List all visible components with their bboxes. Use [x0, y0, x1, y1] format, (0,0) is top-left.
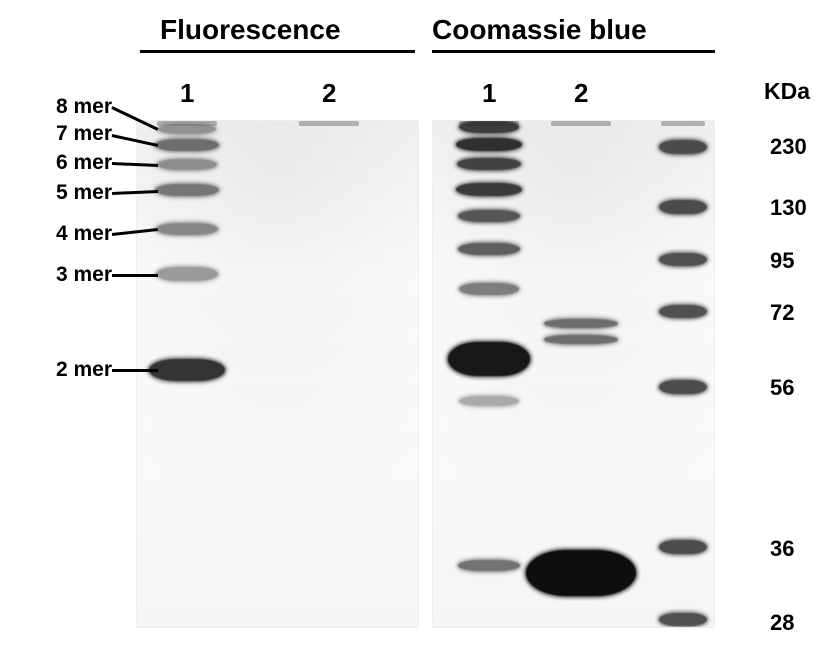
gel-band	[158, 124, 216, 134]
lane-number: 2	[574, 78, 588, 109]
gel-band	[456, 138, 522, 151]
gel-figure: Fluorescence Coomassie blue KDa 1 2 1 2 8 me…	[0, 0, 827, 658]
gel-band	[659, 253, 707, 266]
title-rule-left	[140, 50, 415, 53]
gel-band	[659, 200, 707, 214]
panel-title-coomassie: Coomassie blue	[432, 14, 647, 46]
gel-band	[458, 560, 520, 571]
gel-band	[156, 223, 218, 235]
label-tick	[112, 369, 158, 372]
molecular-weight-label: 230	[770, 134, 807, 160]
lane-number: 1	[482, 78, 496, 109]
panel-title-fluorescence: Fluorescence	[160, 14, 341, 46]
unit-kda: KDa	[764, 78, 810, 105]
oligomer-label: 7 mer	[56, 122, 112, 146]
lane-number: 2	[322, 78, 336, 109]
gel-band	[155, 139, 219, 151]
gel-band	[456, 183, 522, 196]
molecular-weight-label: 28	[770, 610, 794, 636]
molecular-weight-label: 130	[770, 195, 807, 221]
molecular-weight-label: 56	[770, 375, 794, 401]
gel-band	[458, 243, 520, 255]
well-slot	[661, 121, 705, 126]
gel-band	[544, 335, 618, 344]
gel-band	[544, 319, 618, 328]
oligomer-label: 4 mer	[56, 222, 112, 246]
gel-band	[457, 158, 521, 170]
gel-band	[459, 121, 519, 133]
gel-band	[458, 210, 520, 222]
gel-band	[526, 550, 636, 596]
gel-band	[459, 396, 519, 406]
label-tick	[111, 106, 158, 130]
oligomer-label: 5 mer	[56, 181, 112, 205]
gel-band	[659, 380, 707, 394]
gel-band	[659, 305, 707, 318]
gel-band	[659, 140, 707, 154]
well-slot	[299, 121, 359, 126]
title-rule-right	[432, 50, 715, 53]
gel-fluorescence	[136, 120, 419, 628]
gel-coomassie	[432, 120, 715, 628]
label-tick	[112, 274, 158, 277]
well-slot	[551, 121, 611, 126]
molecular-weight-label: 36	[770, 536, 794, 562]
molecular-weight-label: 95	[770, 248, 794, 274]
gel-band	[659, 613, 707, 626]
gel-band	[156, 267, 218, 281]
gel-band	[157, 159, 217, 170]
oligomer-label: 8 mer	[56, 95, 112, 119]
lane-number: 1	[180, 78, 194, 109]
gel-band	[459, 283, 519, 295]
gel-band	[659, 540, 707, 554]
gel-band	[149, 359, 225, 381]
molecular-weight-label: 72	[770, 300, 794, 326]
gel-band	[155, 184, 219, 196]
oligomer-label: 3 mer	[56, 263, 112, 287]
oligomer-label: 6 mer	[56, 151, 112, 175]
gel-band	[448, 342, 530, 376]
oligomer-label: 2 mer	[56, 358, 112, 382]
